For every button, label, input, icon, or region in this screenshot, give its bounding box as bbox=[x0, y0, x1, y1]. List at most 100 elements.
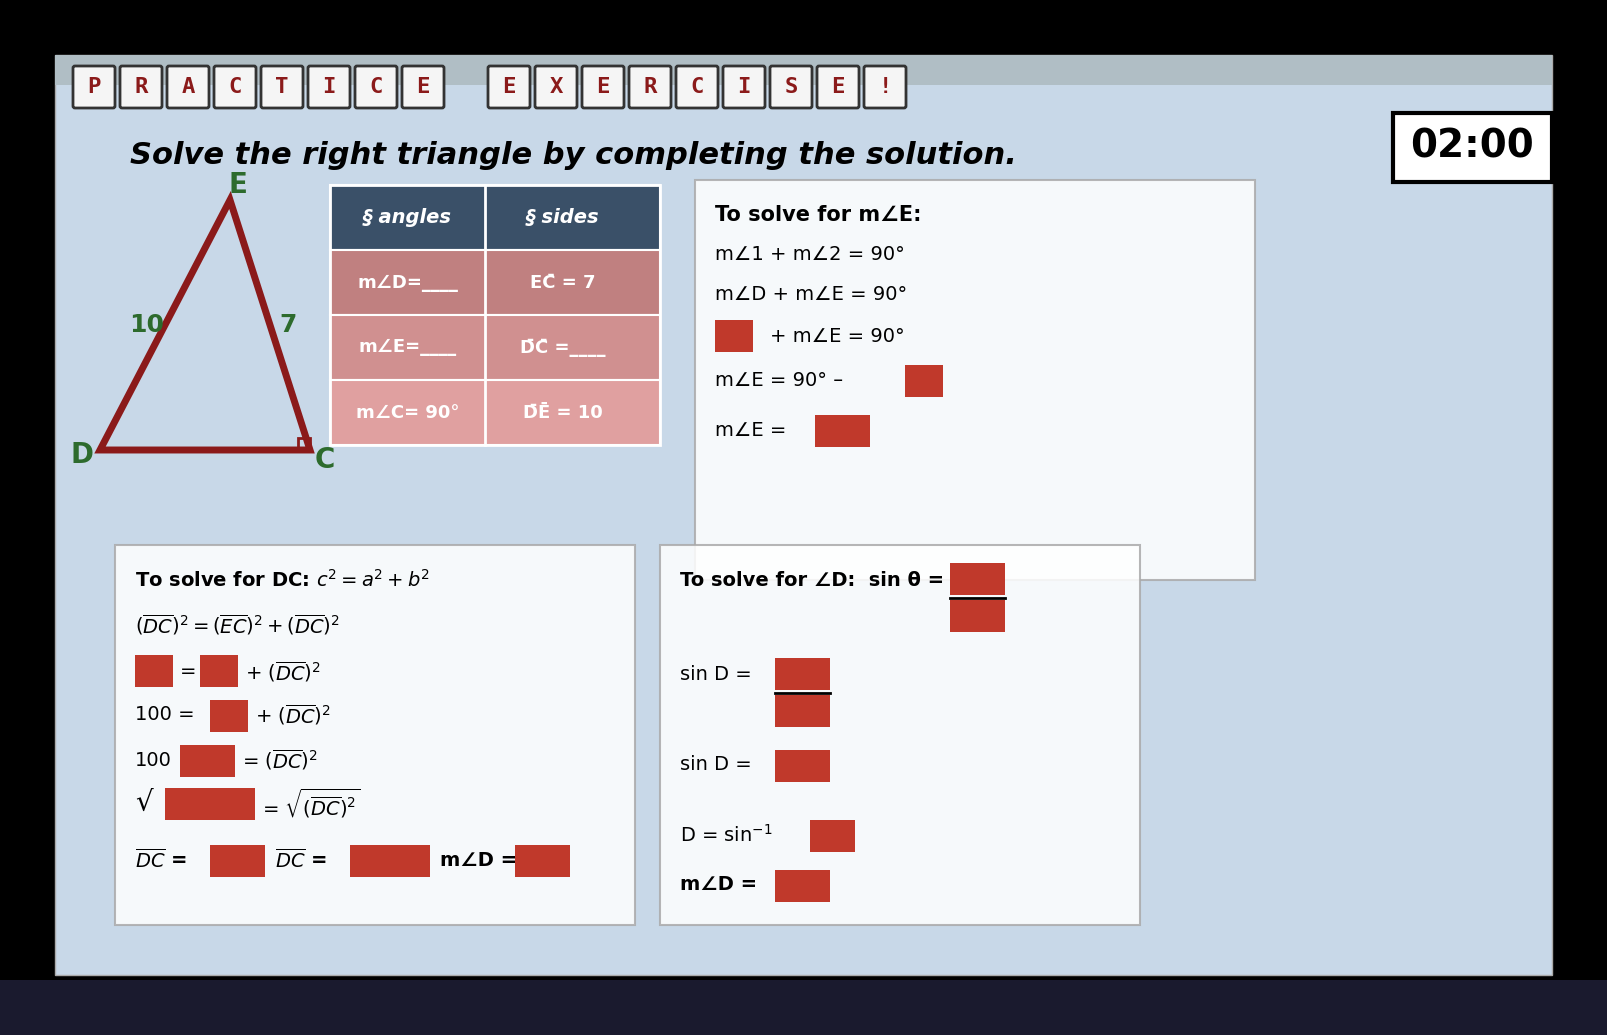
Text: I: I bbox=[323, 77, 336, 97]
FancyBboxPatch shape bbox=[865, 66, 906, 108]
FancyBboxPatch shape bbox=[402, 66, 444, 108]
Text: √: √ bbox=[135, 789, 153, 817]
FancyBboxPatch shape bbox=[816, 66, 860, 108]
Text: m∠D=____: m∠D=____ bbox=[357, 273, 458, 292]
Bar bbox=[166, 788, 256, 820]
Text: m∠E = 90° –: m∠E = 90° – bbox=[715, 371, 844, 389]
FancyBboxPatch shape bbox=[628, 66, 672, 108]
Text: m∠1 + m∠2 = 90°: m∠1 + m∠2 = 90° bbox=[715, 245, 905, 265]
Bar bbox=[329, 185, 660, 445]
Bar bbox=[514, 845, 570, 877]
Text: sin D =: sin D = bbox=[680, 756, 752, 774]
Text: C: C bbox=[228, 77, 241, 97]
Text: D̄Ē = 10: D̄Ē = 10 bbox=[522, 404, 603, 421]
FancyBboxPatch shape bbox=[72, 66, 116, 108]
Text: § angles: § angles bbox=[363, 208, 452, 227]
Bar bbox=[905, 365, 943, 397]
Text: X: X bbox=[550, 77, 562, 97]
Bar bbox=[180, 745, 235, 777]
Bar bbox=[715, 320, 754, 352]
Text: S: S bbox=[784, 77, 797, 97]
FancyBboxPatch shape bbox=[489, 66, 530, 108]
Bar bbox=[329, 315, 660, 380]
Text: E: E bbox=[503, 77, 516, 97]
Text: m∠C= 90°: m∠C= 90° bbox=[355, 404, 460, 421]
Text: E: E bbox=[596, 77, 609, 97]
Text: E: E bbox=[831, 77, 845, 97]
Bar bbox=[694, 180, 1255, 580]
Text: m∠E=____: m∠E=____ bbox=[358, 338, 456, 356]
Text: 10: 10 bbox=[130, 313, 164, 337]
Text: m∠D =: m∠D = bbox=[680, 876, 757, 894]
Text: E: E bbox=[416, 77, 429, 97]
Text: C: C bbox=[691, 77, 704, 97]
Text: =: = bbox=[180, 662, 196, 681]
Bar bbox=[199, 655, 238, 687]
Bar bbox=[810, 820, 855, 852]
Text: I: I bbox=[738, 77, 750, 97]
Bar bbox=[775, 750, 829, 782]
FancyBboxPatch shape bbox=[309, 66, 350, 108]
Text: D: D bbox=[71, 441, 93, 469]
Bar bbox=[660, 545, 1139, 925]
Text: m∠D =: m∠D = bbox=[440, 851, 517, 869]
Text: C: C bbox=[315, 446, 336, 474]
FancyBboxPatch shape bbox=[260, 66, 304, 108]
FancyBboxPatch shape bbox=[723, 66, 765, 108]
Text: § sides: § sides bbox=[525, 208, 599, 227]
Bar bbox=[0, 980, 1607, 1035]
Text: + m∠E = 90°: + m∠E = 90° bbox=[770, 327, 905, 347]
Text: $(\overline{DC})^2 = (\overline{EC})^2 + (\overline{DC})^2$: $(\overline{DC})^2 = (\overline{EC})^2 +… bbox=[135, 613, 341, 638]
Text: To solve for ∠D:  sin θ =: To solve for ∠D: sin θ = bbox=[680, 570, 945, 590]
Text: P: P bbox=[87, 77, 101, 97]
Bar bbox=[775, 658, 829, 690]
Text: + $(\overline{DC})^2$: + $(\overline{DC})^2$ bbox=[244, 659, 321, 684]
Bar bbox=[329, 185, 660, 250]
Text: 02:00: 02:00 bbox=[1409, 128, 1533, 166]
Text: m∠D + m∠E = 90°: m∠D + m∠E = 90° bbox=[715, 286, 908, 304]
FancyBboxPatch shape bbox=[770, 66, 812, 108]
Text: E: E bbox=[228, 171, 247, 199]
Text: 100: 100 bbox=[135, 750, 172, 769]
Text: D̄C̄ =____: D̄C̄ =____ bbox=[519, 338, 606, 357]
Text: R: R bbox=[135, 77, 148, 97]
Bar bbox=[55, 55, 1552, 975]
FancyBboxPatch shape bbox=[167, 66, 209, 108]
Text: $\overline{DC}$ =: $\overline{DC}$ = bbox=[135, 849, 186, 871]
Bar bbox=[950, 600, 1004, 632]
Bar bbox=[211, 845, 265, 877]
Text: m∠E =: m∠E = bbox=[715, 420, 786, 440]
Bar bbox=[135, 655, 174, 687]
Bar bbox=[329, 250, 660, 315]
Bar bbox=[116, 545, 635, 925]
Text: R: R bbox=[643, 77, 657, 97]
FancyBboxPatch shape bbox=[677, 66, 718, 108]
Text: Solve the right triangle by completing the solution.: Solve the right triangle by completing t… bbox=[130, 141, 1017, 170]
Bar bbox=[55, 55, 1552, 85]
Bar bbox=[350, 845, 431, 877]
FancyBboxPatch shape bbox=[1393, 113, 1552, 182]
Text: + $(\overline{DC})^2$: + $(\overline{DC})^2$ bbox=[256, 703, 331, 728]
Bar bbox=[775, 870, 829, 901]
FancyBboxPatch shape bbox=[214, 66, 256, 108]
Bar bbox=[297, 438, 310, 450]
Text: 7: 7 bbox=[280, 313, 297, 337]
Bar bbox=[815, 415, 869, 447]
Text: 100 =: 100 = bbox=[135, 706, 194, 724]
Text: To solve for m∠E:: To solve for m∠E: bbox=[715, 205, 921, 225]
Text: $\overline{DC}$ =: $\overline{DC}$ = bbox=[275, 849, 326, 871]
FancyBboxPatch shape bbox=[535, 66, 577, 108]
FancyBboxPatch shape bbox=[121, 66, 162, 108]
Text: D = sin$^{-1}$: D = sin$^{-1}$ bbox=[680, 824, 773, 846]
Bar bbox=[775, 694, 829, 727]
Bar bbox=[211, 700, 247, 732]
Text: T: T bbox=[275, 77, 289, 97]
Bar bbox=[950, 563, 1004, 595]
Text: To solve for DC: $c^2 = a^2 + b^2$: To solve for DC: $c^2 = a^2 + b^2$ bbox=[135, 569, 431, 591]
FancyBboxPatch shape bbox=[355, 66, 397, 108]
Text: C: C bbox=[370, 77, 382, 97]
FancyBboxPatch shape bbox=[582, 66, 624, 108]
Text: = $\sqrt{(\overline{DC})^2}$: = $\sqrt{(\overline{DC})^2}$ bbox=[262, 787, 360, 820]
Bar bbox=[329, 380, 660, 445]
Text: sin D =: sin D = bbox=[680, 666, 752, 684]
